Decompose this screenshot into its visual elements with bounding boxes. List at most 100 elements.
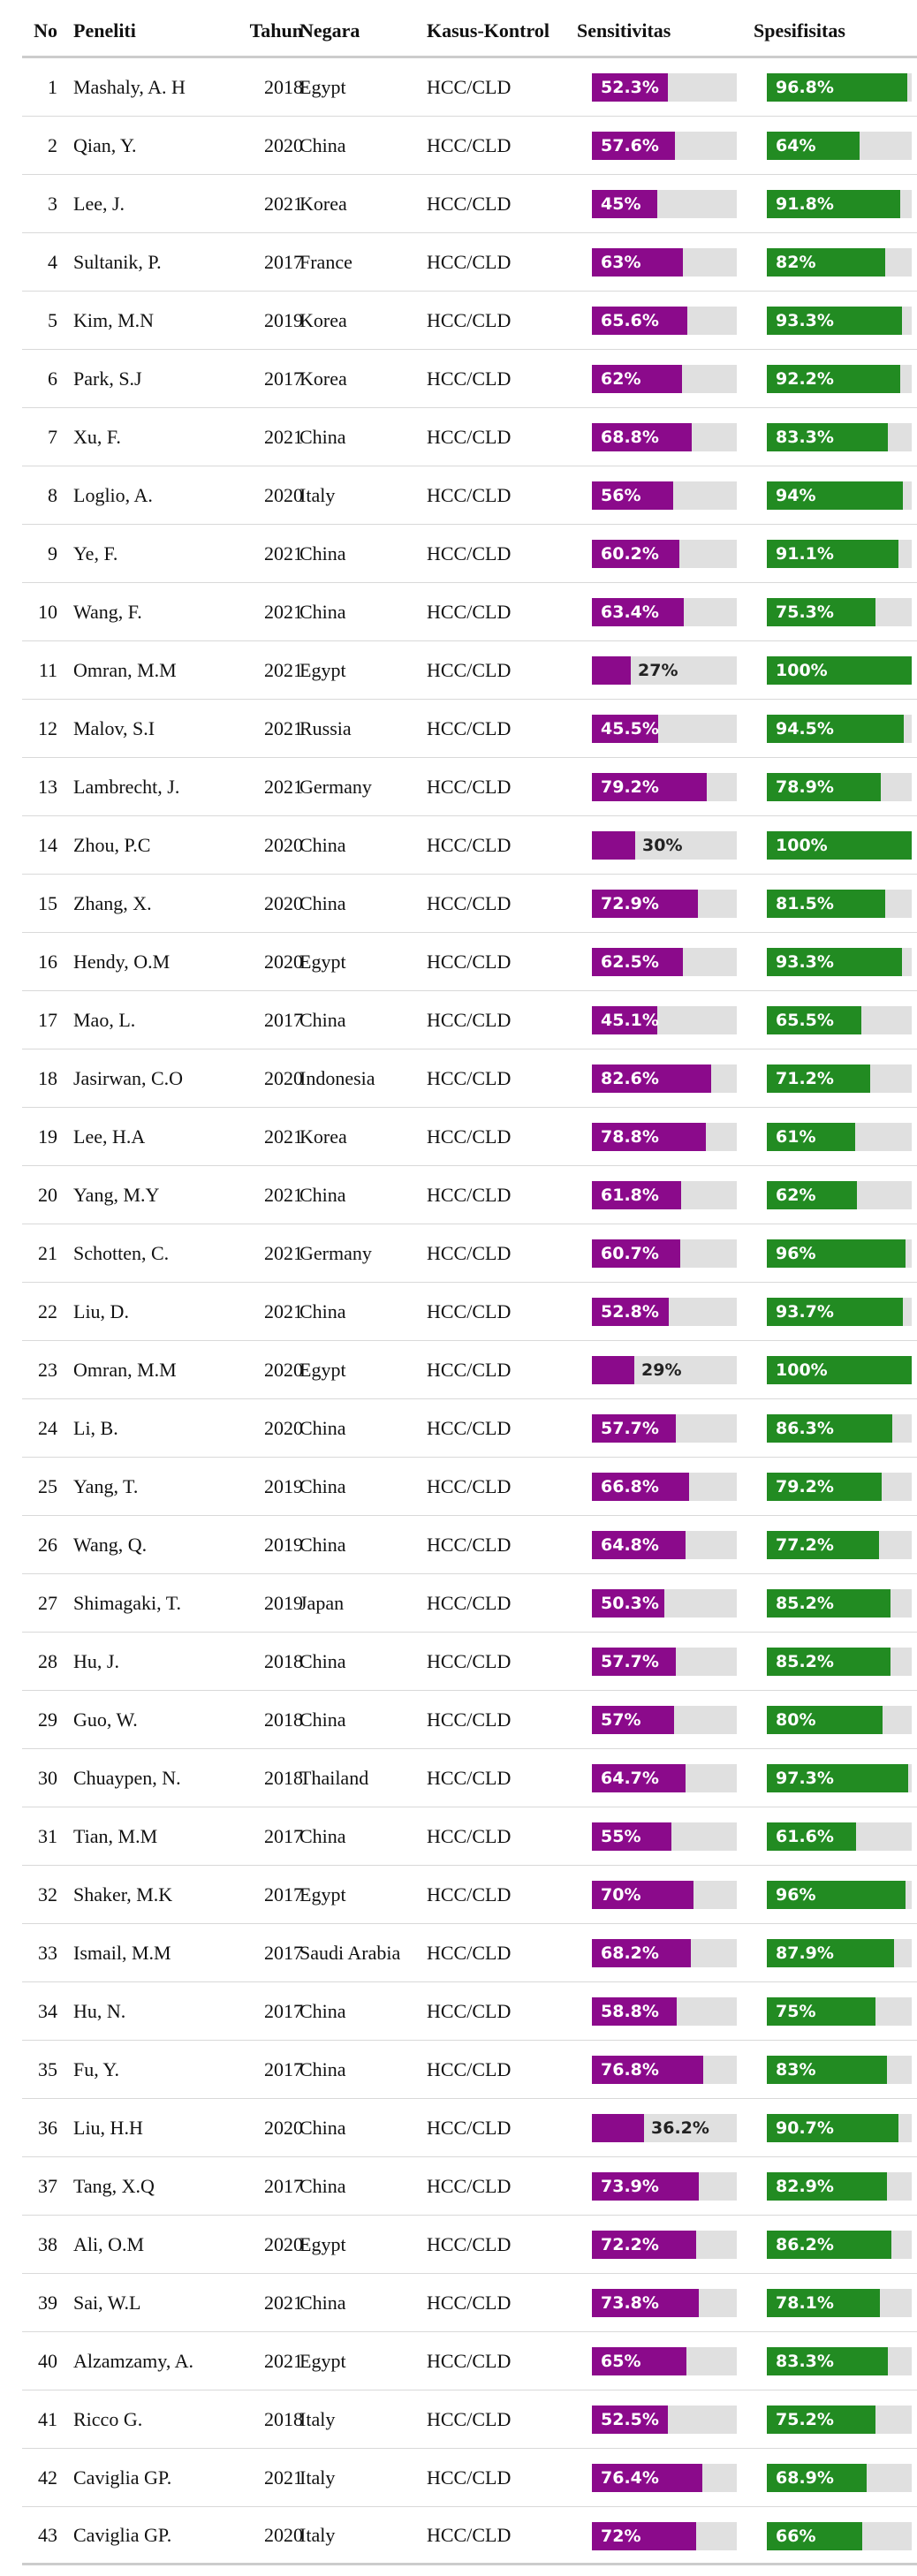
- spesifisitas-bar: 83.3%: [767, 2347, 912, 2375]
- sensitivitas-bar: 45.1%: [592, 1006, 737, 1034]
- spesifisitas-bar: 66%: [767, 2522, 912, 2550]
- sensitivitas-bar: 45.5%: [592, 715, 737, 743]
- sensitivitas-value: 62.5%: [601, 952, 659, 972]
- sensitivitas-bar: 45%: [592, 190, 737, 218]
- sensitivitas-bar-fill: [592, 2114, 644, 2142]
- row-number: 29: [38, 1708, 57, 1731]
- sensitivitas-bar: 63%: [592, 248, 737, 277]
- table-row: 42 Caviglia GP. 2021 Italy HCC/CLD 76.4% 68.9%: [22, 2449, 917, 2507]
- row-kasus-kontrol: HCC/CLD: [427, 1824, 512, 1847]
- sensitivitas-value: 64.7%: [601, 1769, 659, 1788]
- spesifisitas-value: 94.5%: [776, 719, 834, 739]
- header-negara: Negara: [299, 19, 360, 42]
- row-kasus-kontrol: HCC/CLD: [427, 1125, 512, 1148]
- sensitivitas-bar: 55%: [592, 1822, 737, 1851]
- sensitivitas-bar-fill: [592, 1764, 686, 1792]
- spesifisitas-bar-fill: [767, 1589, 890, 1618]
- sensitivitas-bar: 62%: [592, 365, 737, 393]
- sensitivitas-bar: 57.7%: [592, 1648, 737, 1676]
- table-header: No Peneliti Tahun Negara Kasus-Kontrol S…: [22, 0, 917, 58]
- sensitivitas-bar-fill: [592, 1822, 671, 1851]
- row-negara: Italy: [299, 483, 336, 506]
- spesifisitas-value: 80%: [776, 1710, 816, 1730]
- table-row: 41 Ricco G. 2018 Italy HCC/CLD 52.5% 75.2%: [22, 2390, 917, 2449]
- row-negara: China: [299, 833, 346, 856]
- row-number: 13: [38, 775, 57, 798]
- sensitivitas-bar-fill: [592, 656, 631, 685]
- spesifisitas-bar-fill: [767, 948, 902, 976]
- spesifisitas-value: 83.3%: [776, 428, 834, 447]
- row-number: 38: [38, 2232, 57, 2255]
- spesifisitas-bar-fill: [767, 890, 885, 918]
- row-kasus-kontrol: HCC/CLD: [427, 1591, 512, 1614]
- row-peneliti: Malov, S.I: [73, 716, 155, 739]
- spesifisitas-value: 62%: [776, 1186, 816, 1205]
- row-tahun: 2017: [264, 1824, 303, 1847]
- sensitivitas-bar-fill: [592, 1239, 680, 1268]
- spesifisitas-bar: 96.8%: [767, 73, 912, 102]
- row-tahun: 2020: [264, 1066, 303, 1089]
- spesifisitas-value: 66%: [776, 2527, 816, 2546]
- row-negara: China: [299, 1824, 346, 1847]
- spesifisitas-value: 83.3%: [776, 2352, 834, 2371]
- spesifisitas-bar: 81.5%: [767, 890, 912, 918]
- table-row: 2 Qian, Y. 2020 China HCC/CLD 57.6% 64%: [22, 117, 917, 175]
- row-peneliti: Guo, W.: [73, 1708, 138, 1731]
- row-negara: China: [299, 1649, 346, 1672]
- spesifisitas-bar: 61%: [767, 1123, 912, 1151]
- row-kasus-kontrol: HCC/CLD: [427, 2116, 512, 2139]
- row-kasus-kontrol: HCC/CLD: [427, 2407, 512, 2430]
- spesifisitas-bar: 80%: [767, 1706, 912, 1734]
- row-kasus-kontrol: HCC/CLD: [427, 950, 512, 973]
- spesifisitas-value: 100%: [776, 836, 828, 855]
- spesifisitas-bar: 97.3%: [767, 1764, 912, 1792]
- row-number: 2: [48, 133, 57, 156]
- sensitivitas-value: 65%: [601, 2352, 641, 2371]
- spesifisitas-bar: 79.2%: [767, 1473, 912, 1501]
- sensitivitas-bar: 60.2%: [592, 540, 737, 568]
- spesifisitas-value: 86.2%: [776, 2235, 834, 2254]
- row-number: 41: [38, 2407, 57, 2430]
- table-row: 32 Shaker, M.K 2017 Egypt HCC/CLD 70% 96%: [22, 1866, 917, 1924]
- spesifisitas-bar: 75.3%: [767, 598, 912, 626]
- spesifisitas-value: 82%: [776, 253, 816, 272]
- row-tahun: 2020: [264, 891, 303, 914]
- spesifisitas-bar-fill: [767, 365, 900, 393]
- row-number: 11: [38, 658, 57, 681]
- row-peneliti: Sai, W.L: [73, 2291, 141, 2314]
- row-negara: Egypt: [299, 75, 346, 98]
- spesifisitas-bar-fill: [767, 2347, 888, 2375]
- spesifisitas-bar-fill: [767, 1123, 855, 1151]
- row-negara: Egypt: [299, 2232, 346, 2255]
- row-kasus-kontrol: HCC/CLD: [427, 1999, 512, 2022]
- spesifisitas-bar-fill: [767, 1531, 879, 1559]
- table-row: 40 Alzamzamy, A. 2021 Egypt HCC/CLD 65% 83.3%: [22, 2332, 917, 2390]
- sensitivitas-bar: 50.3%: [592, 1589, 737, 1618]
- table-row: 39 Sai, W.L 2021 China HCC/CLD 73.8% 78.1%: [22, 2274, 917, 2332]
- sensitivitas-bar-fill: [592, 1181, 681, 1209]
- spesifisitas-value: 83%: [776, 2060, 816, 2080]
- spesifisitas-bar-fill: [767, 656, 912, 685]
- sensitivitas-bar: 63.4%: [592, 598, 737, 626]
- row-tahun: 2021: [264, 600, 303, 623]
- row-tahun: 2018: [264, 75, 303, 98]
- sensitivitas-value: 60.7%: [601, 1244, 659, 1263]
- row-kasus-kontrol: HCC/CLD: [427, 1941, 512, 1964]
- table-row: 17 Mao, L. 2017 China HCC/CLD 45.1% 65.5%: [22, 991, 917, 1049]
- spesifisitas-bar-fill: [767, 1298, 903, 1326]
- table-row: 22 Liu, D. 2021 China HCC/CLD 52.8% 93.7%: [22, 1283, 917, 1341]
- sensitivitas-bar-fill: [592, 1414, 676, 1443]
- row-kasus-kontrol: HCC/CLD: [427, 833, 512, 856]
- spesifisitas-value: 78.9%: [776, 777, 834, 797]
- sensitivitas-bar: 72%: [592, 2522, 737, 2550]
- row-tahun: 2017: [264, 250, 303, 273]
- spesifisitas-bar-fill: [767, 1648, 890, 1676]
- sensitivitas-value: 45.5%: [601, 719, 659, 739]
- row-peneliti: Fu, Y.: [73, 2057, 119, 2080]
- spesifisitas-bar: 93.3%: [767, 307, 912, 335]
- table-row: 9 Ye, F. 2021 China HCC/CLD 60.2% 91.1%: [22, 525, 917, 583]
- table-body: 1 Mashaly, A. H 2018 Egypt HCC/CLD 52.3% 96.8%…: [22, 58, 917, 2565]
- spesifisitas-bar-fill: [767, 2172, 887, 2201]
- row-number: 4: [48, 250, 57, 273]
- row-tahun: 2020: [264, 133, 303, 156]
